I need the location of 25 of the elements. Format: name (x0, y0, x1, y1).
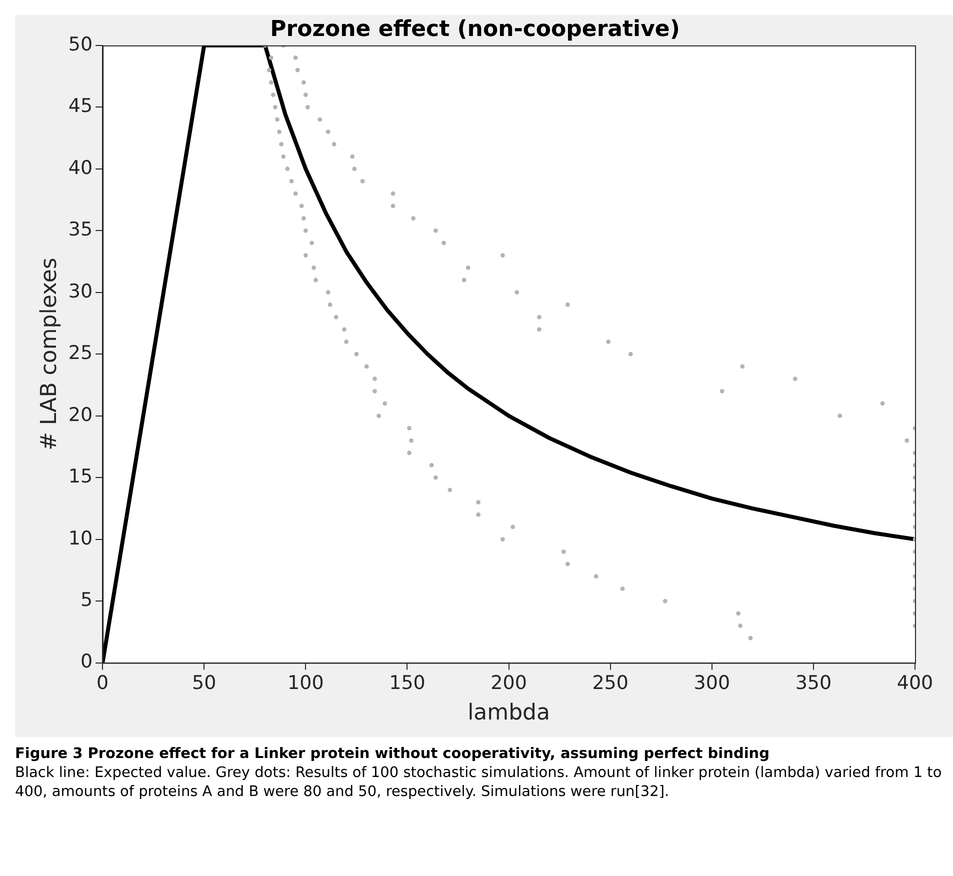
y-tick-label: 25 (68, 342, 93, 364)
y-tick-label: 50 (68, 33, 93, 56)
chart-title: Prozone effect (non-cooperative) (270, 16, 680, 42)
x-tick-label: 400 (896, 672, 934, 694)
x-tick-label: 0 (96, 672, 109, 694)
x-tick-label: 350 (795, 672, 832, 694)
y-tick-label: 30 (68, 280, 93, 302)
y-tick-label: 40 (68, 156, 93, 179)
x-tick-label: 300 (694, 672, 730, 694)
x-tick-label: 250 (592, 672, 628, 694)
y-axis-title: # LAB complexes (36, 258, 62, 451)
y-tick-label: 15 (68, 466, 93, 488)
x-axis-title: lambda (468, 700, 550, 726)
y-tick-label: 45 (68, 95, 93, 118)
caption: Figure 3 Prozone effect for a Linker protein without cooperativity, assuming perfect binding (15, 745, 770, 764)
x-tick-label: 50 (192, 672, 216, 694)
y-tick-label: 35 (68, 218, 93, 241)
y-tick-label: 10 (68, 527, 93, 550)
text: Black line: Expected value. Grey dots: Results of 100 stochastic simulations. Amount of linker protein (lambda) varied from 1 to 400, amounts of proteins A and B were 80 and 50, respectively. Simulations were run[32]. (15, 765, 942, 800)
x-tick-label: 150 (389, 672, 426, 694)
x-tick-label: 200 (490, 672, 527, 694)
y-tick-label: 5 (80, 588, 93, 611)
y-tick-label: 0 (80, 650, 93, 673)
y-tick-label: 20 (68, 404, 93, 426)
x-tick-label: 100 (288, 672, 324, 694)
